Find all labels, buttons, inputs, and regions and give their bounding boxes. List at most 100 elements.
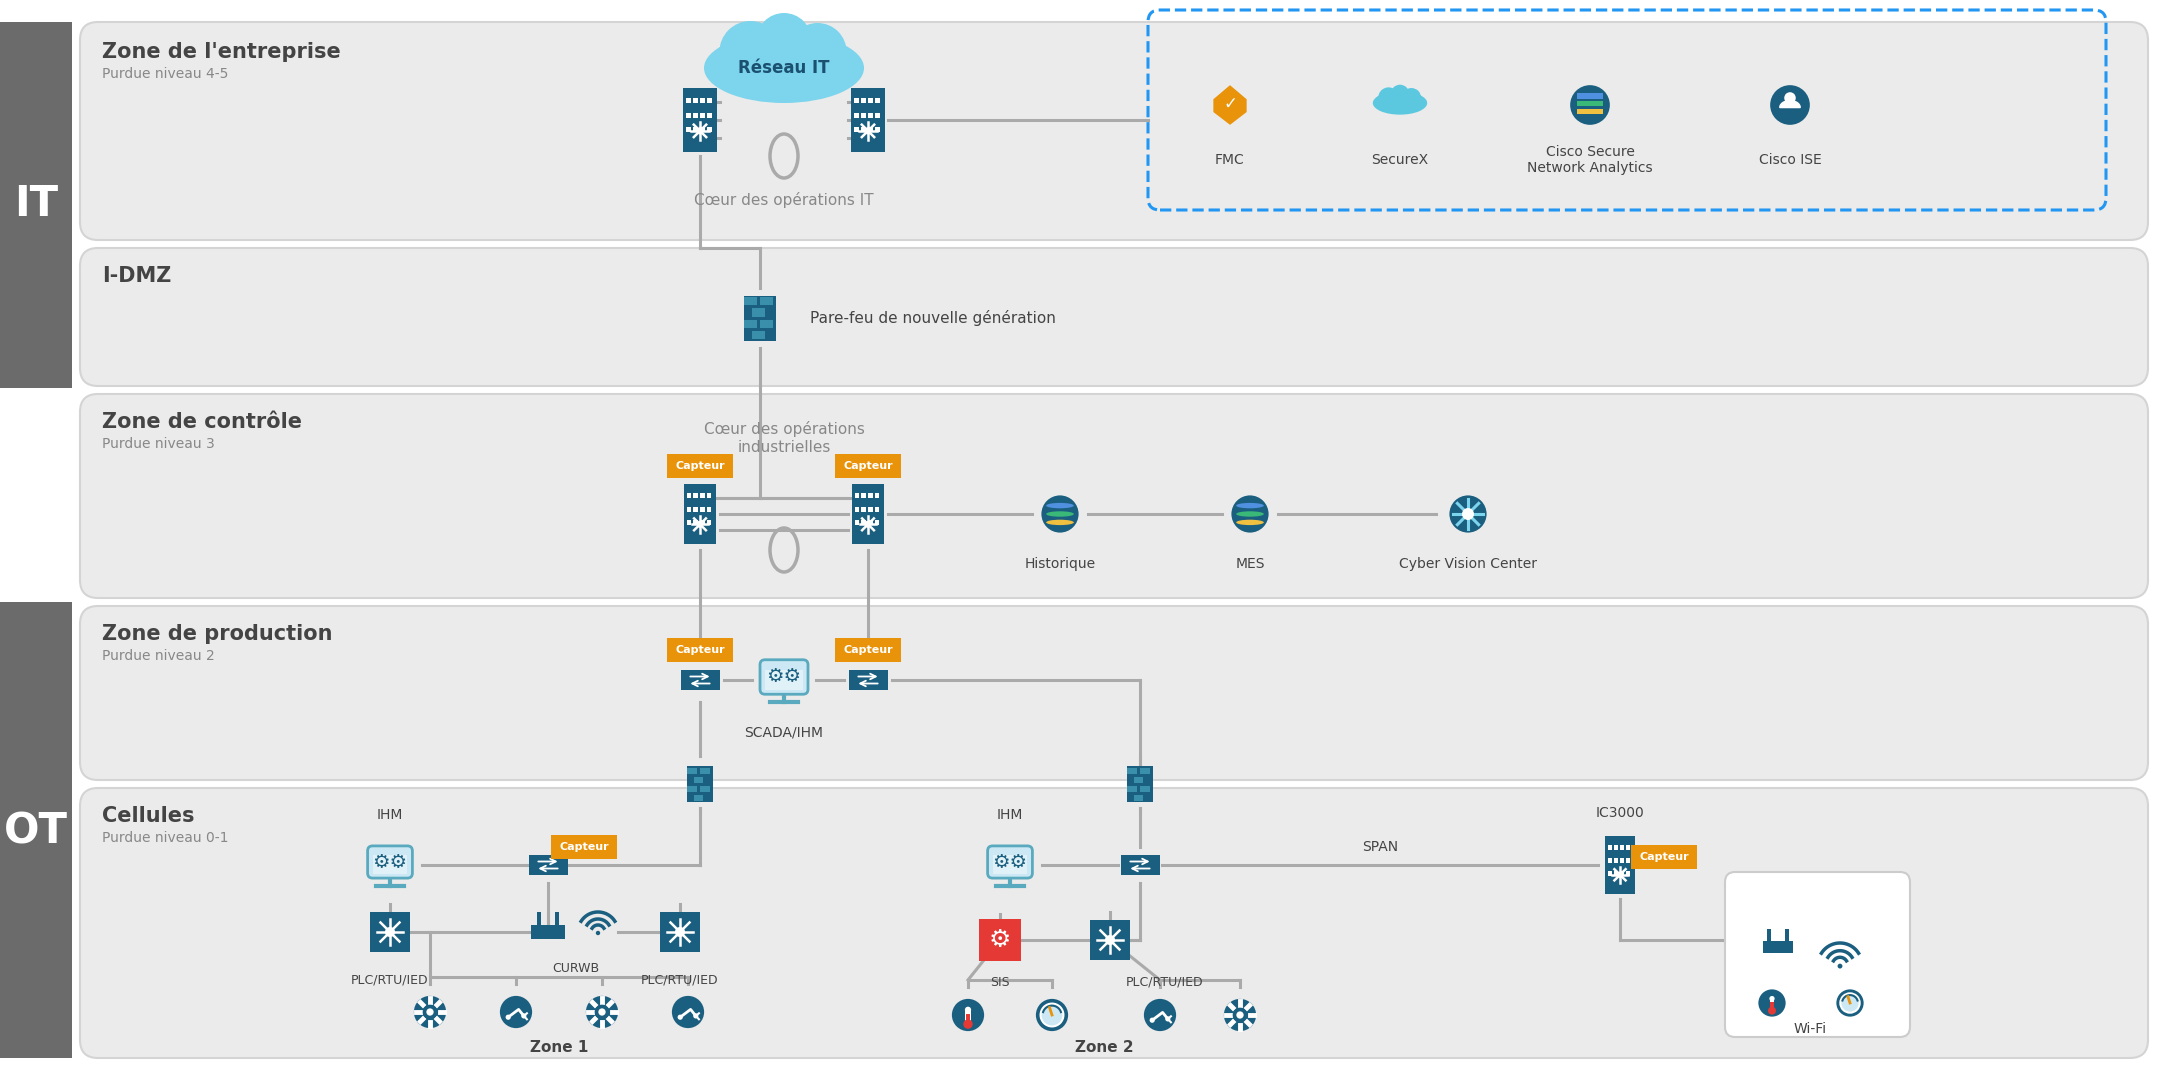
Circle shape [423, 1004, 436, 1020]
Circle shape [1462, 508, 1473, 519]
Circle shape [384, 927, 395, 937]
Bar [1614, 858, 1618, 863]
Bar [1626, 858, 1631, 863]
Bar [875, 521, 879, 525]
Text: Réseau IT: Réseau IT [739, 59, 829, 77]
Circle shape [426, 1009, 434, 1015]
FancyBboxPatch shape [1726, 872, 1909, 1037]
Polygon shape [1214, 85, 1246, 125]
Bar [1607, 870, 1611, 876]
Circle shape [864, 521, 870, 528]
Bar [680, 671, 719, 690]
Bar [855, 494, 860, 498]
Bar [1134, 777, 1143, 783]
Bar [693, 494, 698, 498]
Bar [531, 926, 564, 939]
Bar [1091, 920, 1130, 960]
Text: Zone de production: Zone de production [102, 624, 333, 644]
Bar [700, 507, 704, 512]
Bar [700, 112, 704, 118]
Text: Capteur: Capteur [676, 461, 726, 471]
Text: Cisco Secure
Network Analytics: Cisco Secure Network Analytics [1527, 145, 1652, 175]
Bar [706, 126, 713, 132]
Circle shape [1233, 1008, 1246, 1023]
Circle shape [693, 1013, 698, 1018]
Circle shape [864, 127, 873, 135]
Text: Capteur: Capteur [842, 461, 892, 471]
Bar [693, 98, 698, 104]
Ellipse shape [1374, 92, 1428, 114]
Bar [1771, 1002, 1773, 1011]
Circle shape [1164, 1016, 1171, 1022]
Circle shape [521, 1013, 527, 1018]
Bar [836, 454, 901, 478]
FancyBboxPatch shape [987, 846, 1032, 878]
Bar [1577, 94, 1603, 98]
Text: Capteur: Capteur [676, 645, 726, 654]
Circle shape [1410, 95, 1423, 109]
Text: ⚙⚙: ⚙⚙ [767, 667, 801, 687]
Bar [551, 835, 618, 859]
Bar [0, 22, 71, 388]
Bar [851, 484, 883, 544]
Bar [1614, 846, 1618, 850]
Bar [687, 521, 691, 525]
Bar [836, 638, 901, 662]
Text: Capteur: Capteur [842, 645, 892, 654]
Bar [1134, 795, 1143, 800]
Bar [1631, 845, 1698, 869]
Bar [693, 126, 698, 132]
Bar [849, 671, 888, 690]
Circle shape [953, 999, 985, 1031]
Circle shape [585, 996, 618, 1028]
Text: Cellules: Cellules [102, 806, 194, 826]
Text: Zone de contrôle: Zone de contrôle [102, 411, 302, 432]
Circle shape [1570, 85, 1609, 125]
Bar [693, 777, 704, 783]
Bar [868, 98, 873, 104]
Circle shape [719, 21, 782, 83]
Circle shape [711, 43, 754, 87]
Ellipse shape [1045, 519, 1074, 525]
Circle shape [596, 931, 600, 935]
Text: Zone de l'entreprise: Zone de l'entreprise [102, 42, 341, 62]
Circle shape [499, 996, 531, 1028]
Text: I-DMZ: I-DMZ [102, 266, 171, 286]
Bar [752, 330, 765, 339]
Bar [868, 126, 873, 132]
Circle shape [674, 927, 685, 937]
Text: SIS: SIS [989, 975, 1011, 988]
Bar [760, 320, 773, 327]
Bar [700, 521, 704, 525]
Bar [868, 494, 873, 498]
Bar [862, 126, 866, 132]
Text: Cyber Vision Center: Cyber Vision Center [1400, 557, 1538, 571]
Circle shape [1769, 996, 1776, 1001]
Bar [683, 87, 717, 152]
Text: IT: IT [13, 183, 58, 225]
Text: Purdue niveau 0-1: Purdue niveau 0-1 [102, 831, 229, 845]
Circle shape [1378, 87, 1400, 108]
Text: IHM: IHM [996, 808, 1024, 822]
Circle shape [672, 996, 704, 1028]
FancyBboxPatch shape [760, 660, 808, 694]
FancyBboxPatch shape [367, 846, 413, 878]
Circle shape [1041, 1003, 1063, 1026]
Circle shape [1106, 935, 1115, 945]
Circle shape [966, 1007, 972, 1013]
Circle shape [1840, 994, 1860, 1013]
Text: Capteur: Capteur [1639, 852, 1689, 862]
Bar [862, 521, 866, 525]
Text: Zone 2: Zone 2 [1076, 1040, 1134, 1055]
Bar [1767, 929, 1771, 941]
Bar [1620, 846, 1624, 850]
Bar [687, 785, 698, 792]
Bar [851, 87, 886, 152]
Text: Purdue niveau 2: Purdue niveau 2 [102, 649, 214, 663]
Bar [687, 112, 691, 118]
Bar [745, 296, 775, 340]
Bar [853, 98, 860, 104]
Bar [369, 913, 410, 951]
Bar [1607, 846, 1611, 850]
Circle shape [1771, 85, 1810, 125]
